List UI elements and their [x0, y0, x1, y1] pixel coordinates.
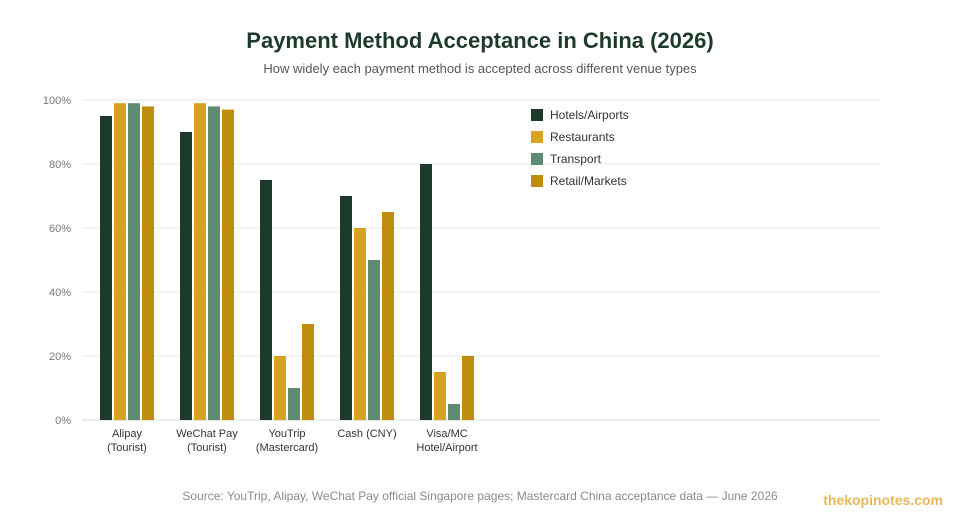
legend-swatch — [531, 175, 543, 187]
y-axis-ticks: 0% 20% 40% 60% 80% 100% — [43, 95, 71, 427]
bar-retail-markets — [222, 109, 234, 420]
bars — [100, 103, 474, 421]
bar-retail-markets — [382, 212, 394, 420]
legend-swatch — [531, 109, 543, 121]
bar-hotels-airports — [420, 164, 432, 420]
legend-swatch — [531, 153, 543, 165]
bar-restaurants — [354, 228, 366, 420]
bar-hotels-airports — [260, 180, 272, 420]
legend-swatch — [531, 131, 543, 143]
bar-transport — [208, 106, 220, 421]
brand-watermark: thekopinotes.com — [823, 492, 943, 508]
x-tick-label: Hotel/Airport — [416, 442, 477, 454]
bar-hotels-airports — [180, 132, 192, 420]
bar-restaurants — [114, 103, 126, 420]
bar-hotels-airports — [340, 196, 352, 420]
bar-restaurants — [274, 356, 286, 420]
bar-retail-markets — [142, 106, 154, 421]
y-tick-label: 0% — [55, 415, 71, 427]
legend: Hotels/Airports Restaurants Transport Retai… — [531, 108, 629, 188]
legend-label: Hotels/Airports — [550, 108, 629, 122]
y-tick-label: 80% — [49, 159, 71, 171]
x-axis-ticks: Alipay (Tourist) WeChat Pay (Tourist) YouTri… — [107, 428, 477, 454]
bar-hotels-airports — [100, 116, 112, 420]
bar-transport — [288, 388, 300, 420]
bar-restaurants — [434, 372, 446, 420]
legend-label: Restaurants — [550, 130, 615, 144]
legend-label: Transport — [550, 152, 602, 166]
x-tick-label: WeChat Pay — [176, 428, 238, 440]
chart-subtitle: How widely each payment method is accept… — [263, 61, 697, 76]
x-tick-label: Cash (CNY) — [337, 428, 396, 440]
bar-transport — [368, 260, 380, 420]
x-tick-label: (Tourist) — [107, 442, 147, 454]
y-tick-label: 20% — [49, 351, 71, 363]
bar-restaurants — [194, 103, 206, 420]
x-tick-label: (Tourist) — [187, 442, 227, 454]
bar-transport — [448, 404, 460, 420]
x-tick-label: (Mastercard) — [256, 442, 318, 454]
bar-transport — [128, 103, 140, 420]
y-tick-label: 100% — [43, 95, 71, 107]
x-tick-label: Visa/MC — [426, 428, 467, 440]
y-tick-label: 40% — [49, 287, 71, 299]
chart-title: Payment Method Acceptance in China (2026… — [246, 28, 714, 53]
y-tick-label: 60% — [49, 223, 71, 235]
bar-retail-markets — [302, 324, 314, 420]
source-note: Source: YouTrip, Alipay, WeChat Pay offi… — [182, 489, 778, 503]
x-tick-label: Alipay — [112, 428, 142, 440]
x-tick-label: YouTrip — [268, 428, 305, 440]
bar-retail-markets — [462, 356, 474, 420]
legend-label: Retail/Markets — [550, 174, 627, 188]
bar-chart: 0% 20% 40% 60% 80% 100% Alipay (Tourist) WeChat… — [43, 95, 880, 454]
